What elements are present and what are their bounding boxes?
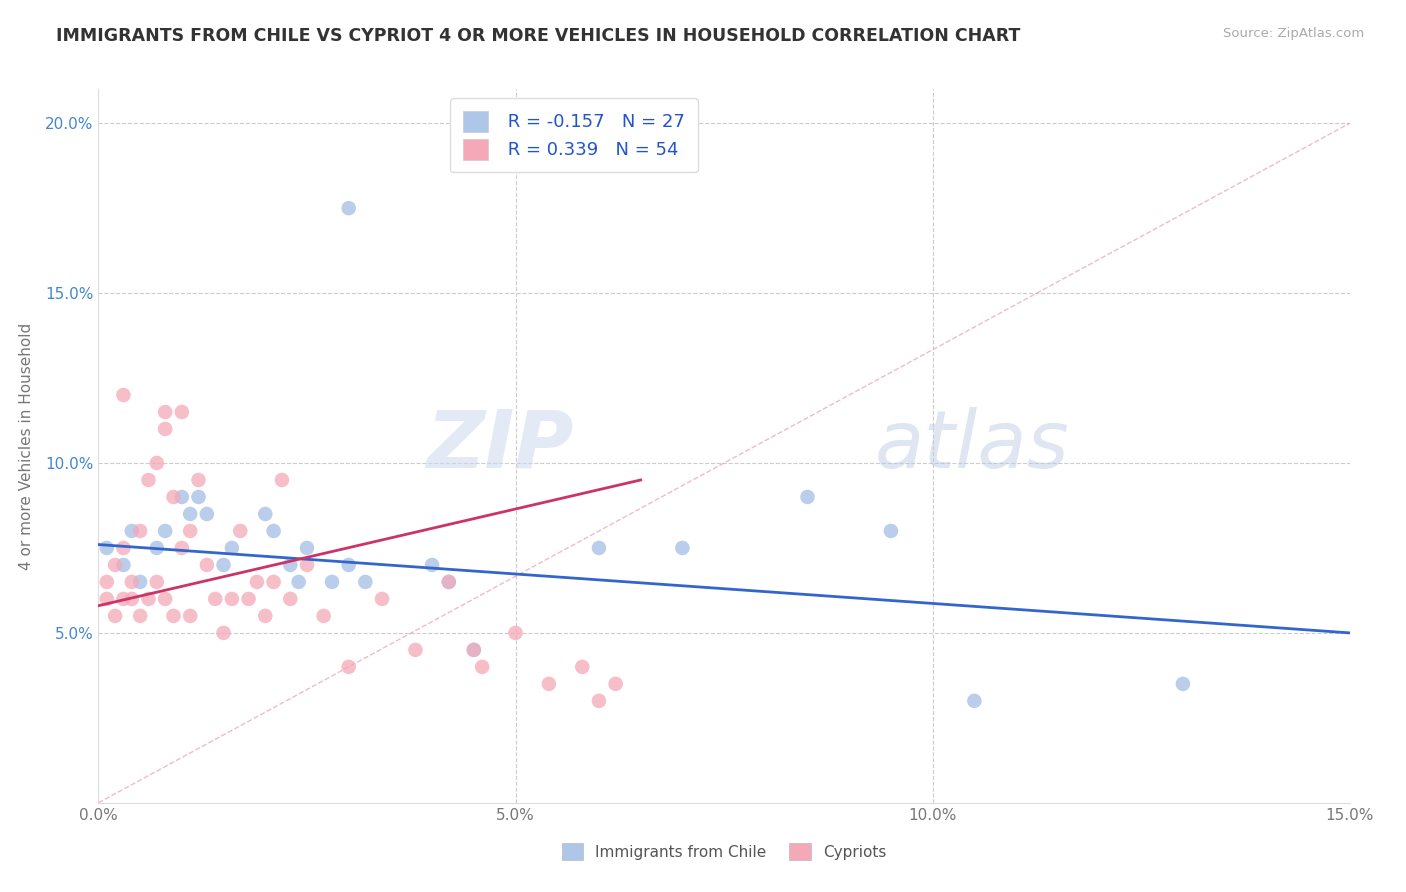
Point bbox=[321, 574, 343, 589]
Point bbox=[371, 591, 394, 606]
Point bbox=[537, 677, 560, 691]
Point bbox=[212, 558, 235, 572]
Point bbox=[588, 541, 610, 555]
Point bbox=[170, 405, 193, 419]
Point bbox=[112, 558, 135, 572]
Point bbox=[263, 524, 285, 538]
Point bbox=[287, 574, 309, 589]
Point bbox=[138, 591, 160, 606]
Point bbox=[229, 524, 252, 538]
Point bbox=[170, 541, 193, 555]
Point bbox=[880, 524, 903, 538]
Point bbox=[354, 574, 377, 589]
Point bbox=[246, 574, 269, 589]
Point bbox=[404, 643, 426, 657]
Point bbox=[121, 591, 143, 606]
Point bbox=[153, 591, 176, 606]
Y-axis label: 4 or more Vehicles in Household: 4 or more Vehicles in Household bbox=[20, 322, 34, 570]
Point bbox=[463, 643, 485, 657]
Point bbox=[96, 591, 118, 606]
Point bbox=[796, 490, 818, 504]
Point bbox=[179, 524, 201, 538]
Point bbox=[221, 541, 243, 555]
Point bbox=[238, 591, 260, 606]
Point bbox=[104, 608, 127, 623]
Point bbox=[153, 405, 176, 419]
Point bbox=[129, 574, 152, 589]
Point bbox=[112, 388, 135, 402]
Point bbox=[295, 558, 318, 572]
Point bbox=[337, 558, 360, 572]
Point bbox=[146, 541, 169, 555]
Point bbox=[337, 660, 360, 674]
Text: atlas: atlas bbox=[875, 407, 1069, 485]
Point bbox=[571, 660, 593, 674]
Point bbox=[254, 507, 277, 521]
Point bbox=[146, 574, 169, 589]
Point bbox=[278, 591, 301, 606]
Point bbox=[129, 608, 152, 623]
Point bbox=[312, 608, 335, 623]
Text: ZIP: ZIP bbox=[426, 407, 574, 485]
Legend: Immigrants from Chile, Cypriots: Immigrants from Chile, Cypriots bbox=[555, 837, 893, 866]
Point bbox=[153, 524, 176, 538]
Point bbox=[170, 490, 193, 504]
Point bbox=[420, 558, 443, 572]
Point bbox=[212, 626, 235, 640]
Text: IMMIGRANTS FROM CHILE VS CYPRIOT 4 OR MORE VEHICLES IN HOUSEHOLD CORRELATION CHA: IMMIGRANTS FROM CHILE VS CYPRIOT 4 OR MO… bbox=[56, 27, 1021, 45]
Point bbox=[463, 643, 485, 657]
Point bbox=[263, 574, 285, 589]
Point bbox=[121, 524, 143, 538]
Point bbox=[337, 201, 360, 215]
Point bbox=[505, 626, 527, 640]
Point bbox=[1171, 677, 1194, 691]
Point bbox=[295, 541, 318, 555]
Text: Source: ZipAtlas.com: Source: ZipAtlas.com bbox=[1223, 27, 1364, 40]
Point bbox=[162, 608, 184, 623]
Point bbox=[187, 490, 209, 504]
Point bbox=[138, 473, 160, 487]
Point bbox=[278, 558, 301, 572]
Point bbox=[671, 541, 693, 555]
Point bbox=[187, 473, 209, 487]
Point bbox=[471, 660, 494, 674]
Point bbox=[254, 608, 277, 623]
Point bbox=[437, 574, 460, 589]
Point bbox=[195, 507, 218, 521]
Point bbox=[437, 574, 460, 589]
Point bbox=[112, 591, 135, 606]
Point bbox=[221, 591, 243, 606]
Point bbox=[104, 558, 127, 572]
Point bbox=[96, 574, 118, 589]
Point bbox=[129, 524, 152, 538]
Point bbox=[204, 591, 226, 606]
Point bbox=[96, 541, 118, 555]
Point bbox=[588, 694, 610, 708]
Point bbox=[195, 558, 218, 572]
Point bbox=[605, 677, 627, 691]
Point bbox=[112, 541, 135, 555]
Point bbox=[153, 422, 176, 436]
Point bbox=[121, 574, 143, 589]
Point bbox=[146, 456, 169, 470]
Point bbox=[271, 473, 294, 487]
Point bbox=[179, 608, 201, 623]
Point bbox=[162, 490, 184, 504]
Point bbox=[179, 507, 201, 521]
Point bbox=[963, 694, 986, 708]
